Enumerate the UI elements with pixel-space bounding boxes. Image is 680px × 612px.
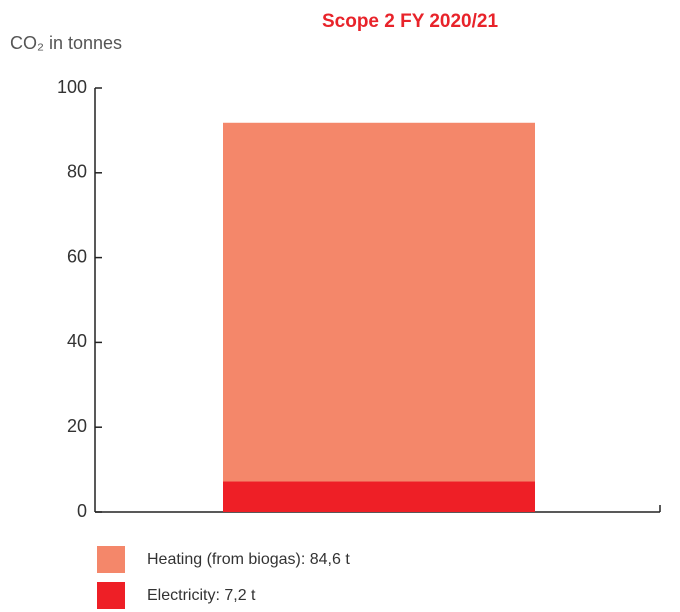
y-tick-label: 60 <box>67 246 87 266</box>
y-tick-label: 80 <box>67 162 87 182</box>
y-tick-label: 20 <box>67 416 87 436</box>
y-tick-label: 40 <box>67 331 87 351</box>
chart-title: Scope 2 FY 2020/21 <box>322 11 498 32</box>
bar-segment <box>223 481 535 512</box>
legend-swatch <box>97 582 125 609</box>
legend-swatch <box>97 546 125 573</box>
legend-label: Heating (from biogas): 84,6 t <box>147 551 350 568</box>
bar-segment <box>223 122 535 482</box>
y-axis-label: CO₂ in tonnes <box>10 33 122 53</box>
y-tick-label: 0 <box>77 501 87 521</box>
y-tick-label: 100 <box>57 77 87 97</box>
legend-label: Electricity: 7,2 t <box>147 587 256 604</box>
